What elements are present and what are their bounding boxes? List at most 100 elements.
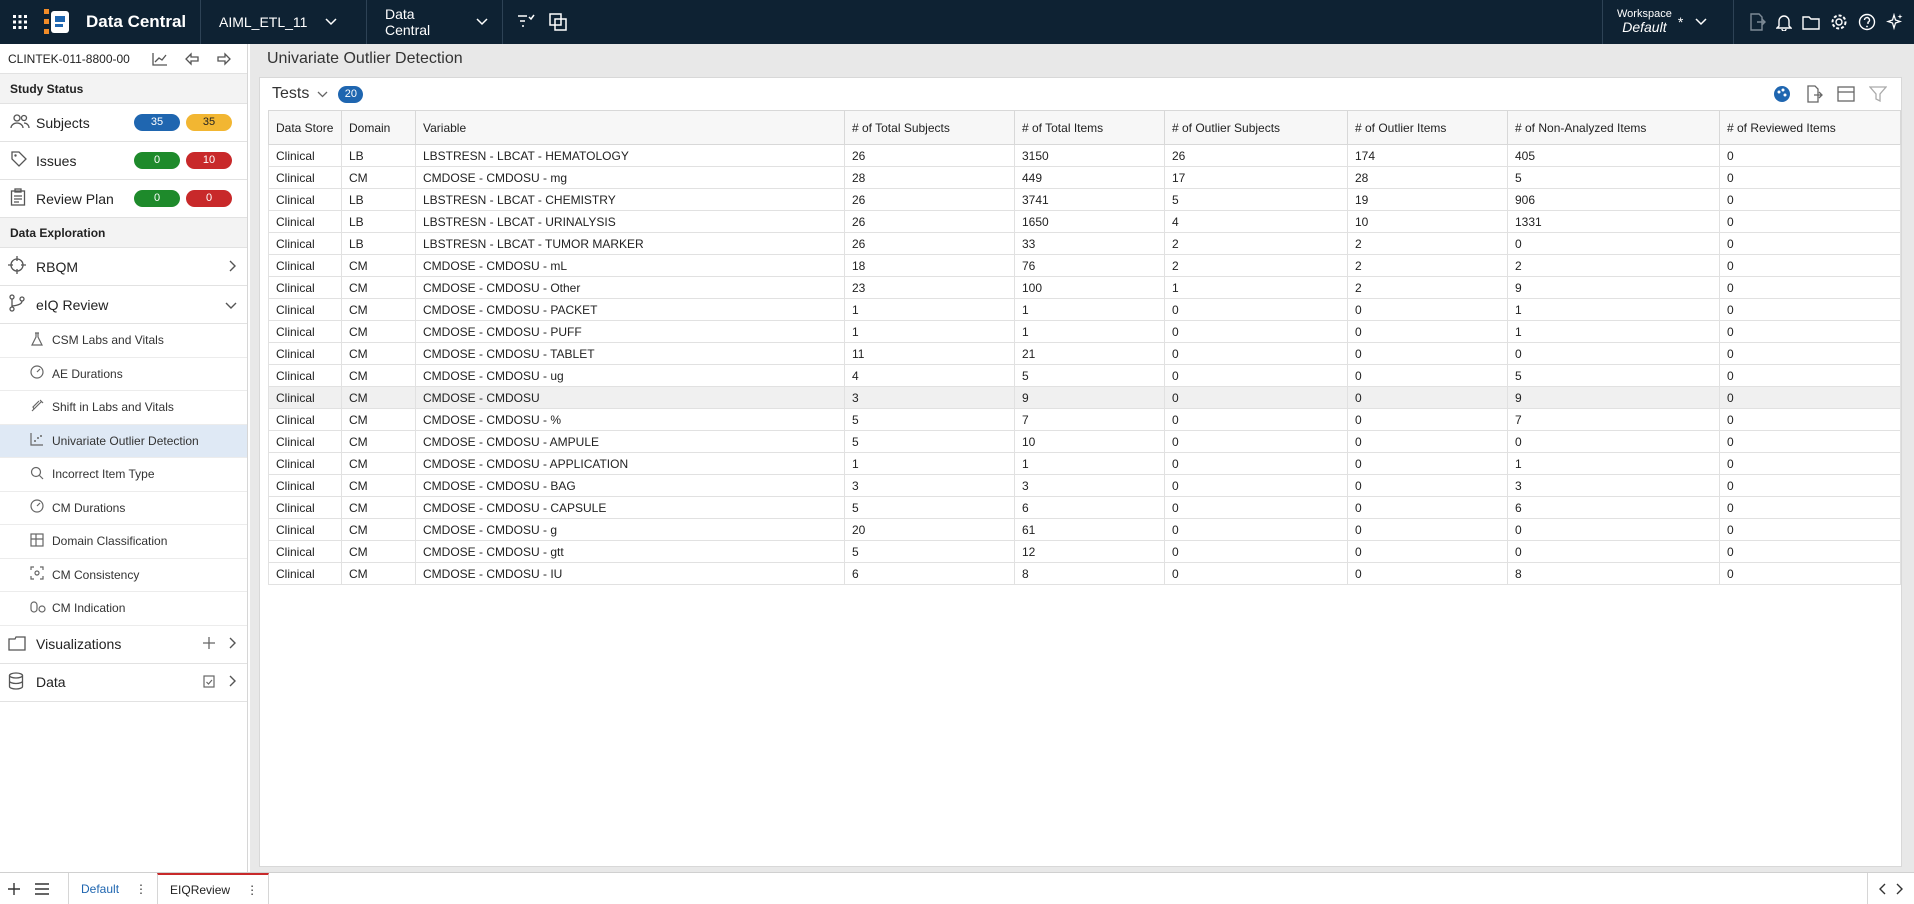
kebab-menu-icon[interactable]: ⋮ bbox=[135, 881, 148, 896]
table-cell: 0 bbox=[1347, 342, 1508, 365]
sidebar-subitem-univariate-outlier[interactable]: Univariate Outlier Detection bbox=[0, 424, 247, 458]
column-header[interactable]: # of Outlier Subjects bbox=[1164, 110, 1348, 145]
table-cell: Clinical bbox=[268, 342, 342, 365]
table-cell: 0 bbox=[1164, 364, 1348, 387]
status-badge[interactable]: 0 bbox=[134, 190, 180, 207]
table-row[interactable]: Clinical LB LBSTRESN - LBCAT - HEMATOLOGY 2… bbox=[268, 144, 1901, 167]
table-cell: 0 bbox=[1719, 430, 1901, 453]
forward-arrow-icon[interactable] bbox=[216, 51, 232, 66]
table-row[interactable]: Clinical CM CMDOSE - CMDOSU - g 20 61 0 0 0 0 bbox=[268, 518, 1901, 541]
sidebar-item-eiq-review[interactable]: eIQ Review bbox=[0, 286, 247, 324]
status-badge[interactable]: 35 bbox=[134, 114, 180, 131]
table-row[interactable]: Clinical CM CMDOSE - CMDOSU - TABLET 11 21 0 0… bbox=[268, 342, 1901, 365]
table-cell: Clinical bbox=[268, 232, 342, 255]
table-cell: CMDOSE - CMDOSU - AMPULE bbox=[415, 430, 845, 453]
sidebar-subitem-ae-durations[interactable]: AE Durations bbox=[0, 358, 247, 391]
sidebar-subitem-cm-consistency[interactable]: CM Consistency bbox=[0, 559, 247, 592]
data-exploration-heading: Data Exploration bbox=[0, 218, 247, 248]
export-icon[interactable] bbox=[1748, 13, 1766, 31]
chevron-right-icon[interactable] bbox=[1896, 883, 1904, 895]
status-badge[interactable]: 10 bbox=[186, 152, 232, 169]
chevron-left-icon[interactable] bbox=[1878, 883, 1886, 895]
table-row[interactable]: Clinical CM CMDOSE - CMDOSU - mg 28 449 17 28 5… bbox=[268, 166, 1901, 189]
sidebar-item-rbqm[interactable]: RBQM bbox=[0, 248, 247, 286]
gear-icon[interactable] bbox=[1830, 13, 1848, 31]
help-icon[interactable] bbox=[1858, 13, 1876, 31]
columns-layout-icon[interactable] bbox=[1837, 85, 1855, 103]
sparkle-icon[interactable] bbox=[1886, 13, 1904, 31]
table-row[interactable]: Clinical CM CMDOSE - CMDOSU - Other 23 100 1 2… bbox=[268, 276, 1901, 299]
table-row[interactable]: Clinical LB LBSTRESN - LBCAT - URINALYSIS 2… bbox=[268, 210, 1901, 233]
table-row[interactable]: Clinical CM CMDOSE - CMDOSU - AMPULE 5 10 0 0 0… bbox=[268, 430, 1901, 453]
table-row[interactable]: Clinical CM CMDOSE - CMDOSU - BAG 3 3 0 0 3 0 bbox=[268, 474, 1901, 497]
context-dropdown[interactable]: Data Central bbox=[366, 0, 502, 44]
study-status-heading: Study Status bbox=[0, 74, 247, 104]
table-cell: 0 bbox=[1719, 452, 1901, 475]
filter-icon[interactable] bbox=[1869, 85, 1887, 103]
table-cell: 11 bbox=[844, 342, 1015, 365]
table-cell: LB bbox=[341, 144, 416, 167]
table-cell: CM bbox=[341, 562, 416, 585]
status-badge[interactable]: 35 bbox=[186, 114, 232, 131]
status-subjects[interactable]: Subjects 35 35 bbox=[0, 104, 247, 142]
column-header[interactable]: # of Total Subjects bbox=[844, 110, 1015, 145]
sidebar-subitem-incorrect-item-type[interactable]: Incorrect Item Type bbox=[0, 458, 247, 492]
table-row[interactable]: Clinical CM CMDOSE - CMDOSU - APPLICATION 1… bbox=[268, 452, 1901, 475]
app-grid-icon[interactable] bbox=[0, 0, 40, 44]
column-header[interactable]: # of Outlier Items bbox=[1347, 110, 1508, 145]
sidebar-subitem-domain-classification[interactable]: Domain Classification bbox=[0, 525, 247, 559]
table-cell: 0 bbox=[1347, 320, 1508, 343]
top-bar: Data Central AIML_ETL_11 Data Central Wo… bbox=[0, 0, 1914, 44]
table-row[interactable]: Clinical LB LBSTRESN - LBCAT - TUMOR MARKE… bbox=[268, 232, 1901, 255]
table-row[interactable]: Clinical LB LBSTRESN - LBCAT - CHEMISTRY 26… bbox=[268, 188, 1901, 211]
sidebar-item-data[interactable]: Data bbox=[0, 664, 247, 702]
table-row[interactable]: Clinical CM CMDOSE - CMDOSU - mL 18 76 2 2 2 0 bbox=[268, 254, 1901, 277]
menu-icon[interactable] bbox=[28, 882, 56, 895]
kebab-menu-icon[interactable]: ⋮ bbox=[246, 882, 259, 897]
workspace-selector[interactable]: Workspace Default * bbox=[1602, 0, 1734, 44]
bell-icon[interactable] bbox=[1776, 13, 1792, 31]
table-row[interactable]: Clinical CM CMDOSE - CMDOSU - % 5 7 0 0 7 0 bbox=[268, 408, 1901, 431]
table-row[interactable]: Clinical CM CMDOSE - CMDOSU - CAPSULE 5 6 0 0 6… bbox=[268, 496, 1901, 519]
table-row[interactable]: Clinical CM CMDOSE - CMDOSU - PACKET 1 1 0 0 1 0 bbox=[268, 298, 1901, 321]
plus-icon[interactable] bbox=[0, 882, 28, 896]
project-dropdown[interactable]: AIML_ETL_11 bbox=[200, 0, 366, 44]
export-icon[interactable] bbox=[1805, 85, 1823, 103]
chevron-down-icon bbox=[225, 297, 237, 313]
folder-icon[interactable] bbox=[1802, 14, 1820, 30]
column-header[interactable]: # of Total Items bbox=[1014, 110, 1165, 145]
sidebar-subitem-cm-durations[interactable]: CM Durations bbox=[0, 492, 247, 525]
sidebar-subitem-cm-indication[interactable]: CM Indication bbox=[0, 592, 247, 626]
sidebar-subitem-csm-labs[interactable]: CSM Labs and Vitals bbox=[0, 324, 247, 358]
trend-chart-icon[interactable] bbox=[152, 52, 168, 66]
column-header[interactable]: Domain bbox=[341, 110, 416, 145]
palette-icon[interactable] bbox=[1773, 85, 1791, 103]
column-header[interactable]: Data Store bbox=[268, 110, 342, 145]
table-cell: Clinical bbox=[268, 166, 342, 189]
table-cell: 0 bbox=[1719, 386, 1901, 409]
tab-eiqreview[interactable]: EIQReview ⋮ bbox=[157, 872, 270, 904]
clipboard-check-icon[interactable] bbox=[203, 674, 215, 691]
table-row[interactable]: Clinical CM CMDOSE - CMDOSU - PUFF 1 1 0 0 1 0 bbox=[268, 320, 1901, 343]
column-header[interactable]: Variable bbox=[415, 110, 845, 145]
table-row[interactable]: Clinical CM CMDOSE - CMDOSU - IU 6 8 0 0 8 0 bbox=[268, 562, 1901, 585]
plus-icon[interactable] bbox=[203, 636, 215, 652]
table-cell: 19 bbox=[1347, 188, 1508, 211]
sidebar-item-visualizations[interactable]: Visualizations bbox=[0, 626, 247, 664]
table-row[interactable]: Clinical CM CMDOSE - CMDOSU - gtt 5 12 0 0 0 0 bbox=[268, 540, 1901, 563]
tab-default[interactable]: Default ⋮ bbox=[68, 872, 157, 904]
status-review-plan[interactable]: Review Plan 0 0 bbox=[0, 180, 247, 218]
chevron-down-icon[interactable] bbox=[317, 91, 328, 98]
column-header[interactable]: # of Reviewed Items bbox=[1719, 110, 1901, 145]
table-row[interactable]: Clinical CM CMDOSE - CMDOSU - ug 4 5 0 0 5 0 bbox=[268, 364, 1901, 387]
table-cell: 0 bbox=[1164, 540, 1348, 563]
sidebar-subitem-shift-labs[interactable]: Shift in Labs and Vitals bbox=[0, 391, 247, 425]
layers-icon[interactable] bbox=[549, 13, 567, 31]
status-badge[interactable]: 0 bbox=[134, 152, 180, 169]
back-arrow-icon[interactable] bbox=[184, 51, 200, 66]
status-issues[interactable]: Issues 0 10 bbox=[0, 142, 247, 180]
filter-list-icon[interactable] bbox=[517, 14, 535, 30]
table-row[interactable]: Clinical CM CMDOSE - CMDOSU 3 9 0 0 9 0 bbox=[268, 386, 1901, 409]
status-badge[interactable]: 0 bbox=[186, 190, 232, 207]
column-header[interactable]: # of Non-Analyzed Items bbox=[1507, 110, 1720, 145]
